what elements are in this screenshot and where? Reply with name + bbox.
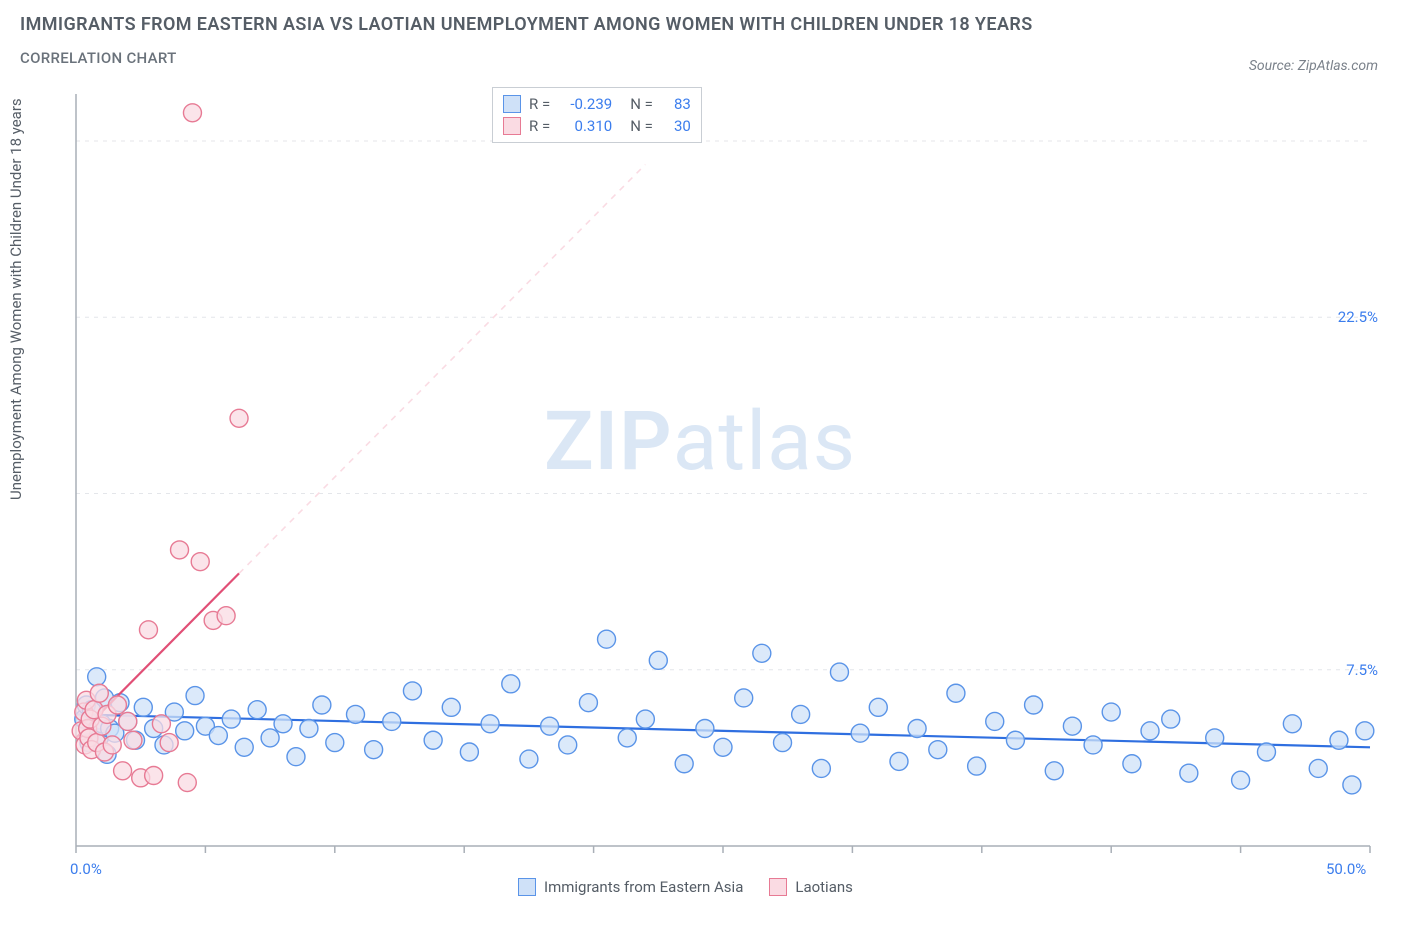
- legend-item: Immigrants from Eastern Asia: [518, 878, 743, 896]
- legend-row: R = 0.310 N = 30: [503, 115, 691, 137]
- chart-area: ZIPatlas Unemployment Among Women with C…: [20, 90, 1380, 890]
- series-legend: Immigrants from Eastern Asia Laotians: [518, 878, 853, 896]
- legend-swatch: [518, 878, 536, 896]
- chart-subtitle: CORRELATION CHART: [20, 49, 1406, 67]
- scatter-plot-svg: [20, 90, 1380, 890]
- legend-label: Laotians: [795, 878, 853, 896]
- legend-swatch: [503, 95, 521, 113]
- r-label: R =: [529, 117, 550, 135]
- legend-item: Laotians: [769, 878, 853, 896]
- chart-title: IMMIGRANTS FROM EASTERN ASIA VS LAOTIAN …: [20, 14, 1406, 35]
- n-value: 30: [661, 117, 691, 135]
- source-attribution: Source: ZipAtlas.com: [1249, 58, 1378, 74]
- r-value: 0.310: [558, 117, 612, 135]
- n-label: N =: [630, 117, 653, 135]
- n-value: 83: [661, 95, 691, 113]
- legend-label: Immigrants from Eastern Asia: [544, 878, 743, 896]
- n-label: N =: [630, 95, 653, 113]
- legend-row: R = -0.239 N = 83: [503, 93, 691, 115]
- r-value: -0.239: [558, 95, 612, 113]
- y-tick-label: 7.5%: [1346, 661, 1378, 679]
- legend-swatch: [769, 878, 787, 896]
- y-tick-label: 22.5%: [1338, 308, 1378, 326]
- r-label: R =: [529, 95, 550, 113]
- legend-swatch: [503, 117, 521, 135]
- x-tick-label: 50.0%: [1326, 860, 1366, 878]
- x-tick-label: 0.0%: [70, 860, 102, 878]
- correlation-legend: R = -0.239 N = 83 R = 0.310 N = 30: [492, 87, 702, 143]
